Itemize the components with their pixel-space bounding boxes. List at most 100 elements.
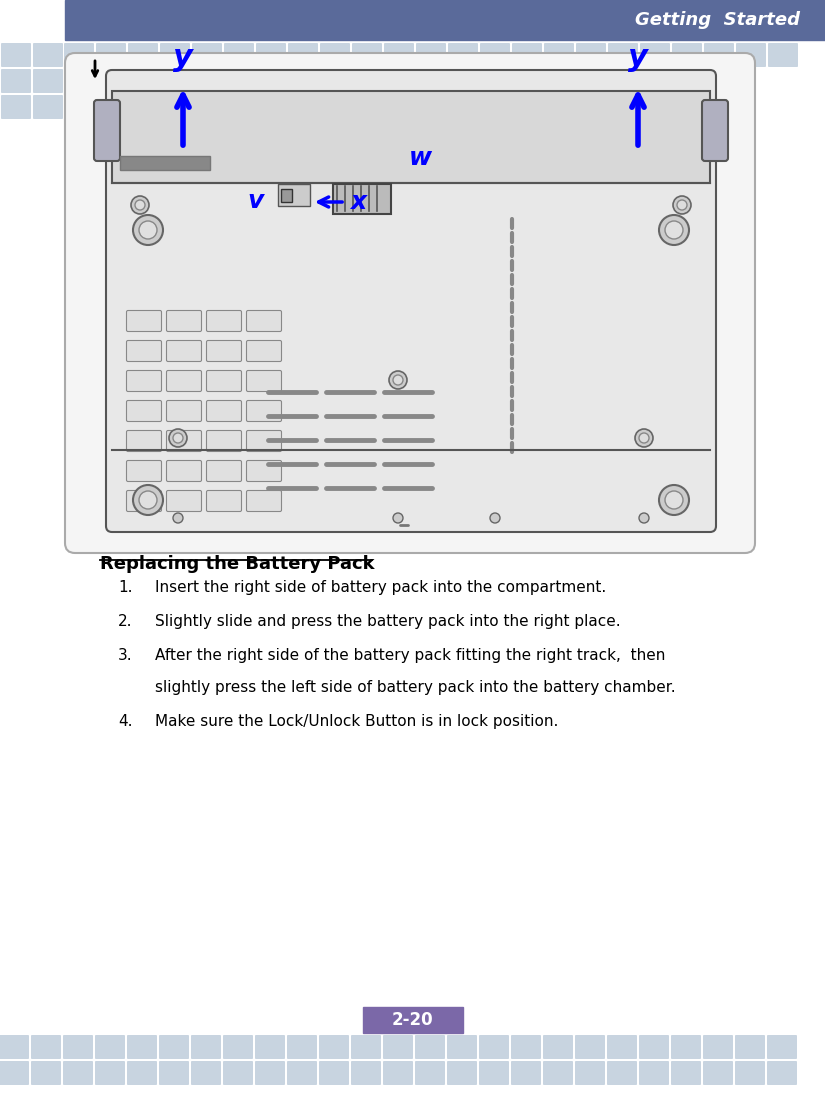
FancyBboxPatch shape [447, 1061, 477, 1085]
FancyBboxPatch shape [351, 1061, 381, 1085]
FancyBboxPatch shape [95, 1061, 125, 1085]
Circle shape [673, 197, 691, 214]
FancyBboxPatch shape [576, 43, 606, 67]
Circle shape [393, 513, 403, 523]
FancyBboxPatch shape [480, 43, 510, 67]
FancyBboxPatch shape [352, 43, 382, 67]
Bar [112, 91, 710, 183]
FancyBboxPatch shape [33, 69, 63, 93]
Text: Insert the right side of battery pack into the compartment.: Insert the right side of battery pack in… [155, 580, 606, 595]
FancyBboxPatch shape [126, 311, 162, 332]
Circle shape [639, 433, 649, 442]
FancyBboxPatch shape [167, 340, 201, 361]
FancyBboxPatch shape [383, 1035, 413, 1058]
Circle shape [131, 197, 149, 214]
FancyBboxPatch shape [415, 1035, 445, 1058]
FancyBboxPatch shape [703, 1061, 733, 1085]
FancyBboxPatch shape [511, 1061, 541, 1085]
FancyBboxPatch shape [167, 370, 201, 392]
FancyBboxPatch shape [448, 43, 478, 67]
Circle shape [173, 433, 183, 442]
FancyBboxPatch shape [1, 43, 31, 67]
Circle shape [665, 221, 683, 239]
FancyBboxPatch shape [735, 1035, 765, 1058]
FancyBboxPatch shape [447, 1035, 477, 1058]
FancyBboxPatch shape [94, 100, 120, 161]
Circle shape [659, 215, 689, 245]
FancyBboxPatch shape [247, 430, 281, 451]
Circle shape [135, 200, 145, 210]
FancyBboxPatch shape [247, 401, 281, 422]
FancyBboxPatch shape [639, 1035, 669, 1058]
FancyBboxPatch shape [543, 1061, 573, 1085]
FancyBboxPatch shape [319, 1035, 349, 1058]
FancyBboxPatch shape [671, 1035, 701, 1058]
FancyBboxPatch shape [167, 401, 201, 422]
FancyBboxPatch shape [702, 100, 728, 161]
Text: 3.: 3. [118, 648, 133, 663]
FancyBboxPatch shape [128, 43, 158, 67]
FancyBboxPatch shape [160, 43, 190, 67]
FancyBboxPatch shape [255, 1035, 285, 1058]
FancyBboxPatch shape [287, 1061, 317, 1085]
FancyBboxPatch shape [320, 43, 350, 67]
FancyBboxPatch shape [544, 43, 574, 67]
Bar [278, 184, 310, 206]
FancyBboxPatch shape [704, 43, 734, 67]
Text: Make sure the Lock/Unlock Button is in lock position.: Make sure the Lock/Unlock Button is in l… [155, 714, 559, 729]
FancyBboxPatch shape [126, 401, 162, 422]
Bar [65, 0, 825, 40]
FancyBboxPatch shape [767, 1035, 797, 1058]
FancyBboxPatch shape [1, 69, 31, 93]
FancyBboxPatch shape [543, 1035, 573, 1058]
FancyBboxPatch shape [63, 1035, 93, 1058]
FancyBboxPatch shape [608, 43, 638, 67]
FancyBboxPatch shape [416, 43, 446, 67]
FancyBboxPatch shape [127, 1061, 157, 1085]
FancyBboxPatch shape [607, 1061, 637, 1085]
FancyBboxPatch shape [167, 491, 201, 512]
FancyBboxPatch shape [126, 491, 162, 512]
FancyBboxPatch shape [159, 1035, 189, 1058]
Circle shape [173, 513, 183, 523]
Circle shape [139, 491, 157, 509]
FancyBboxPatch shape [206, 311, 242, 332]
Circle shape [659, 485, 689, 515]
Text: 2-20: 2-20 [392, 1011, 433, 1029]
FancyBboxPatch shape [247, 491, 281, 512]
Text: Replacing the Battery Pack: Replacing the Battery Pack [100, 554, 375, 573]
FancyBboxPatch shape [247, 311, 281, 332]
FancyBboxPatch shape [479, 1035, 509, 1058]
FancyBboxPatch shape [63, 1061, 93, 1085]
Text: y: y [628, 43, 648, 72]
Bar [362, 1007, 463, 1033]
FancyBboxPatch shape [767, 1061, 797, 1085]
FancyBboxPatch shape [167, 311, 201, 332]
FancyBboxPatch shape [319, 1061, 349, 1085]
FancyBboxPatch shape [206, 340, 242, 361]
Text: x: x [350, 190, 366, 214]
FancyBboxPatch shape [191, 1035, 221, 1058]
FancyBboxPatch shape [735, 1061, 765, 1085]
FancyBboxPatch shape [351, 1035, 381, 1058]
FancyBboxPatch shape [126, 370, 162, 392]
FancyBboxPatch shape [256, 43, 286, 67]
FancyBboxPatch shape [575, 1061, 605, 1085]
FancyBboxPatch shape [167, 460, 201, 482]
FancyBboxPatch shape [206, 370, 242, 392]
Circle shape [635, 429, 653, 447]
FancyBboxPatch shape [206, 460, 242, 482]
FancyBboxPatch shape [31, 1061, 61, 1085]
FancyBboxPatch shape [0, 1035, 29, 1058]
Circle shape [393, 376, 403, 385]
FancyBboxPatch shape [607, 1035, 637, 1058]
Circle shape [133, 215, 163, 245]
FancyBboxPatch shape [126, 430, 162, 451]
Text: y: y [173, 43, 193, 72]
FancyBboxPatch shape [0, 1061, 29, 1085]
FancyBboxPatch shape [191, 1061, 221, 1085]
FancyBboxPatch shape [288, 43, 318, 67]
FancyBboxPatch shape [512, 43, 542, 67]
FancyBboxPatch shape [33, 43, 63, 67]
FancyBboxPatch shape [223, 1035, 253, 1058]
